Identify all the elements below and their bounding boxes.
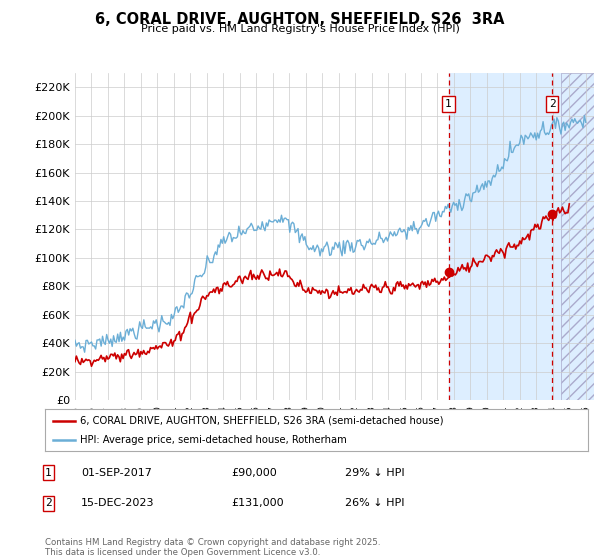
Text: 26% ↓ HPI: 26% ↓ HPI bbox=[345, 498, 404, 508]
Text: Contains HM Land Registry data © Crown copyright and database right 2025.
This d: Contains HM Land Registry data © Crown c… bbox=[45, 538, 380, 557]
Bar bbox=[449, 73, 561, 400]
Text: £131,000: £131,000 bbox=[231, 498, 284, 508]
Text: 2: 2 bbox=[45, 498, 52, 508]
Text: 29% ↓ HPI: 29% ↓ HPI bbox=[345, 468, 404, 478]
Text: 6, CORAL DRIVE, AUGHTON, SHEFFIELD, S26 3RA (semi-detached house): 6, CORAL DRIVE, AUGHTON, SHEFFIELD, S26 … bbox=[80, 416, 444, 426]
Text: HPI: Average price, semi-detached house, Rotherham: HPI: Average price, semi-detached house,… bbox=[80, 435, 347, 445]
Text: 01-SEP-2017: 01-SEP-2017 bbox=[81, 468, 152, 478]
Text: 1: 1 bbox=[445, 99, 452, 109]
Text: Price paid vs. HM Land Registry's House Price Index (HPI): Price paid vs. HM Land Registry's House … bbox=[140, 24, 460, 34]
Text: 15-DEC-2023: 15-DEC-2023 bbox=[81, 498, 155, 508]
Text: 2: 2 bbox=[549, 99, 556, 109]
Text: £90,000: £90,000 bbox=[231, 468, 277, 478]
Text: 6, CORAL DRIVE, AUGHTON, SHEFFIELD, S26  3RA: 6, CORAL DRIVE, AUGHTON, SHEFFIELD, S26 … bbox=[95, 12, 505, 27]
Text: 1: 1 bbox=[45, 468, 52, 478]
